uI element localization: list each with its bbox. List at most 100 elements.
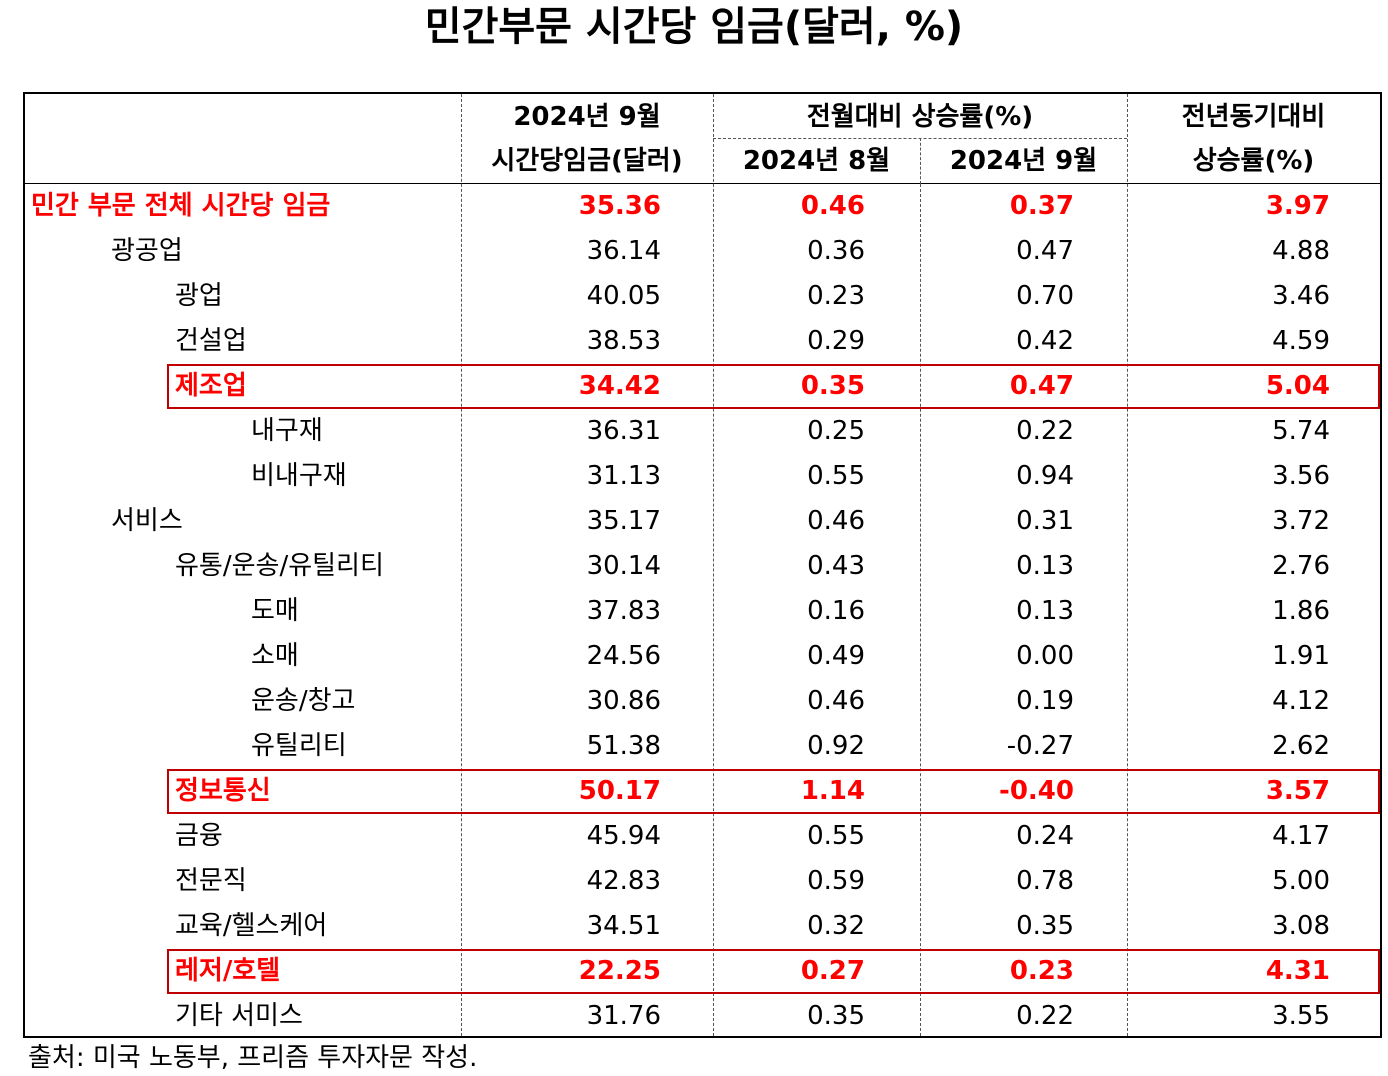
cell-aug: 0.23 <box>807 281 865 311</box>
table-header: 2024년 9월 시간당임금(달러) 전월대비 상승률(%) 2024년 8월 … <box>25 94 1380 184</box>
table-row: 소매 24.56 0.49 0.00 1.91 <box>25 634 1380 679</box>
cell-aug: 0.46 <box>807 686 865 716</box>
cell-wage: 35.17 <box>586 506 661 536</box>
header-sep: 2024년 9월 <box>949 146 1098 176</box>
cell-wage: 24.56 <box>586 641 661 671</box>
row-label: 전문직 <box>175 866 247 896</box>
table-row: 제조업 34.42 0.35 0.47 5.04 <box>25 364 1380 409</box>
cell-sep: 0.00 <box>1016 641 1074 671</box>
cell-wage: 34.51 <box>586 911 661 941</box>
cell-yoy: 1.86 <box>1272 596 1330 626</box>
cell-sep: 0.42 <box>1016 326 1074 356</box>
table-row: 서비스 35.17 0.46 0.31 3.72 <box>25 499 1380 544</box>
highlight-box <box>167 949 1380 994</box>
table-row: 교육/헬스케어 34.51 0.32 0.35 3.08 <box>25 904 1380 949</box>
cell-yoy: 3.97 <box>1265 191 1330 221</box>
row-label: 레저/호텔 <box>175 956 281 986</box>
cell-sep: 0.13 <box>1016 596 1074 626</box>
row-label: 유통/운송/유틸리티 <box>175 551 384 581</box>
highlight-box <box>167 769 1380 814</box>
cell-aug: 0.25 <box>807 416 865 446</box>
cell-aug: 0.43 <box>807 551 865 581</box>
table-row: 도매 37.83 0.16 0.13 1.86 <box>25 589 1380 634</box>
cell-aug: 0.55 <box>807 821 865 851</box>
row-label: 정보통신 <box>175 776 271 806</box>
cell-sep: 0.23 <box>1009 956 1074 986</box>
header-yoy-line2: 상승률(%) <box>1192 146 1315 176</box>
cell-sep: 0.78 <box>1016 866 1074 896</box>
cell-wage: 37.83 <box>586 596 661 626</box>
header-wage-line2: 시간당임금(달러) <box>491 146 683 176</box>
cell-sep: 0.22 <box>1016 416 1074 446</box>
table-row: 유틸리티 51.38 0.92 -0.27 2.62 <box>25 724 1380 769</box>
cell-wage: 50.17 <box>578 776 661 806</box>
cell-wage: 30.14 <box>586 551 661 581</box>
cell-aug: 0.36 <box>807 236 865 266</box>
cell-wage: 45.94 <box>586 821 661 851</box>
cell-yoy: 3.72 <box>1272 506 1330 536</box>
cell-aug: 0.16 <box>807 596 865 626</box>
cell-aug: 0.49 <box>807 641 865 671</box>
cell-sep: 0.31 <box>1016 506 1074 536</box>
source-note: 출처: 미국 노동부, 프리즘 투자자문 작성. <box>28 1043 478 1073</box>
cell-wage: 22.25 <box>578 956 661 986</box>
cell-sep: 0.37 <box>1009 191 1074 221</box>
row-label: 내구재 <box>251 416 323 446</box>
cell-wage: 34.42 <box>578 371 661 401</box>
row-label: 운송/창고 <box>251 686 356 716</box>
cell-yoy: 3.57 <box>1265 776 1330 806</box>
cell-sep: 0.47 <box>1009 371 1074 401</box>
cell-sep: 0.22 <box>1016 1001 1074 1031</box>
cell-sep: 0.70 <box>1016 281 1074 311</box>
row-label: 교육/헬스케어 <box>175 911 328 941</box>
cell-aug: 0.46 <box>800 191 865 221</box>
cell-wage: 31.13 <box>586 461 661 491</box>
table-row: 운송/창고 30.86 0.46 0.19 4.12 <box>25 679 1380 724</box>
column-divider-3 <box>920 184 921 1036</box>
table-row: 내구재 36.31 0.25 0.22 5.74 <box>25 409 1380 454</box>
table-row: 레저/호텔 22.25 0.27 0.23 4.31 <box>25 949 1380 994</box>
row-label: 서비스 <box>111 506 183 536</box>
cell-sep: 0.19 <box>1016 686 1074 716</box>
cell-yoy: 4.12 <box>1272 686 1330 716</box>
cell-yoy: 5.04 <box>1265 371 1330 401</box>
row-label: 기타 서미스 <box>175 1001 303 1031</box>
cell-wage: 42.83 <box>586 866 661 896</box>
cell-yoy: 5.74 <box>1272 416 1330 446</box>
cell-yoy: 4.31 <box>1265 956 1330 986</box>
table-row: 건설업 38.53 0.29 0.42 4.59 <box>25 319 1380 364</box>
row-label: 비내구재 <box>251 461 347 491</box>
row-label: 금융 <box>175 821 223 851</box>
cell-sep: -0.27 <box>1006 731 1074 761</box>
cell-sep: 0.24 <box>1016 821 1074 851</box>
cell-yoy: 4.17 <box>1272 821 1330 851</box>
cell-yoy: 1.91 <box>1272 641 1330 671</box>
cell-aug: 0.27 <box>800 956 865 986</box>
cell-wage: 40.05 <box>586 281 661 311</box>
cell-yoy: 3.55 <box>1272 1001 1330 1031</box>
column-divider-1 <box>461 94 462 1036</box>
cell-aug: 0.46 <box>807 506 865 536</box>
cell-yoy: 3.08 <box>1272 911 1330 941</box>
row-label: 광업 <box>175 281 223 311</box>
cell-sep: 0.13 <box>1016 551 1074 581</box>
cell-aug: 0.35 <box>800 371 865 401</box>
cell-yoy: 5.00 <box>1272 866 1330 896</box>
header-wage-line1: 2024년 9월 <box>513 102 661 132</box>
cell-yoy: 4.88 <box>1272 236 1330 266</box>
cell-wage: 38.53 <box>586 326 661 356</box>
cell-sep: 0.47 <box>1016 236 1074 266</box>
table-row: 금융 45.94 0.55 0.24 4.17 <box>25 814 1380 859</box>
cell-aug: 0.32 <box>807 911 865 941</box>
cell-aug: 0.55 <box>807 461 865 491</box>
row-label: 제조업 <box>175 371 247 401</box>
cell-aug: 0.29 <box>807 326 865 356</box>
column-divider-4 <box>1127 94 1128 1036</box>
header-aug: 2024년 8월 <box>742 146 891 176</box>
cell-aug: 0.92 <box>807 731 865 761</box>
cell-yoy: 3.56 <box>1272 461 1330 491</box>
cell-sep: -0.40 <box>999 776 1074 806</box>
row-label: 건설업 <box>175 326 247 356</box>
cell-aug: 1.14 <box>800 776 865 806</box>
table-row: 광업 40.05 0.23 0.70 3.46 <box>25 274 1380 319</box>
